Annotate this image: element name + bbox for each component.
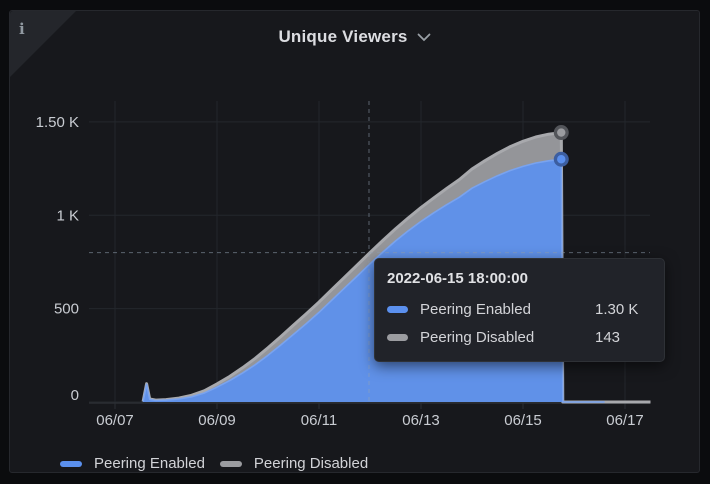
tooltip-timestamp: 2022-06-15 18:00:00 xyxy=(387,270,528,287)
svg-text:06/07: 06/07 xyxy=(96,412,134,429)
panel-title: Unique Viewers xyxy=(278,27,408,46)
legend-label: Peering Disabled xyxy=(253,455,369,472)
tooltip-series-label: Peering Disabled xyxy=(420,328,535,346)
chart-tooltip: 2022-06-15 18:00:00 Peering Enabled 1.30… xyxy=(374,258,665,362)
svg-text:06/09: 06/09 xyxy=(198,412,236,429)
chevron-down-icon xyxy=(417,33,430,41)
panel-title-menu[interactable]: Unique Viewers xyxy=(278,27,430,47)
svg-text:1.50 K: 1.50 K xyxy=(36,114,79,131)
series-swatch-enabled xyxy=(387,305,408,313)
svg-text:1 K: 1 K xyxy=(56,207,79,224)
svg-text:06/17: 06/17 xyxy=(606,412,644,429)
info-icon: i xyxy=(19,20,25,38)
legend-swatch-enabled xyxy=(60,460,82,467)
svg-text:06/13: 06/13 xyxy=(402,412,440,429)
tooltip-row-disabled: Peering Disabled 143 xyxy=(387,323,652,351)
legend-item-peering-enabled[interactable]: Peering Enabled xyxy=(60,455,205,472)
unique-viewers-panel: i Unique Viewers 0 500 1 K 1.50 K 06/07 06/09… xyxy=(9,10,700,473)
svg-text:0: 0 xyxy=(71,387,79,404)
tooltip-series-value: 1.30 K xyxy=(595,300,639,318)
tooltip-series-value: 143 xyxy=(595,328,621,346)
svg-text:06/15: 06/15 xyxy=(504,412,542,429)
series-swatch-disabled xyxy=(387,333,408,341)
svg-text:500: 500 xyxy=(54,301,79,318)
panel-header: Unique Viewers xyxy=(10,27,699,47)
tooltip-series-label: Peering Enabled xyxy=(420,300,531,318)
chart-legend: Peering Enabled Peering Disabled xyxy=(60,455,368,472)
svg-text:06/11: 06/11 xyxy=(301,412,337,429)
legend-label: Peering Enabled xyxy=(94,455,205,472)
legend-item-peering-disabled[interactable]: Peering Disabled xyxy=(219,455,369,472)
legend-swatch-disabled xyxy=(219,460,242,467)
tooltip-row-enabled: Peering Enabled 1.30 K xyxy=(387,295,652,323)
